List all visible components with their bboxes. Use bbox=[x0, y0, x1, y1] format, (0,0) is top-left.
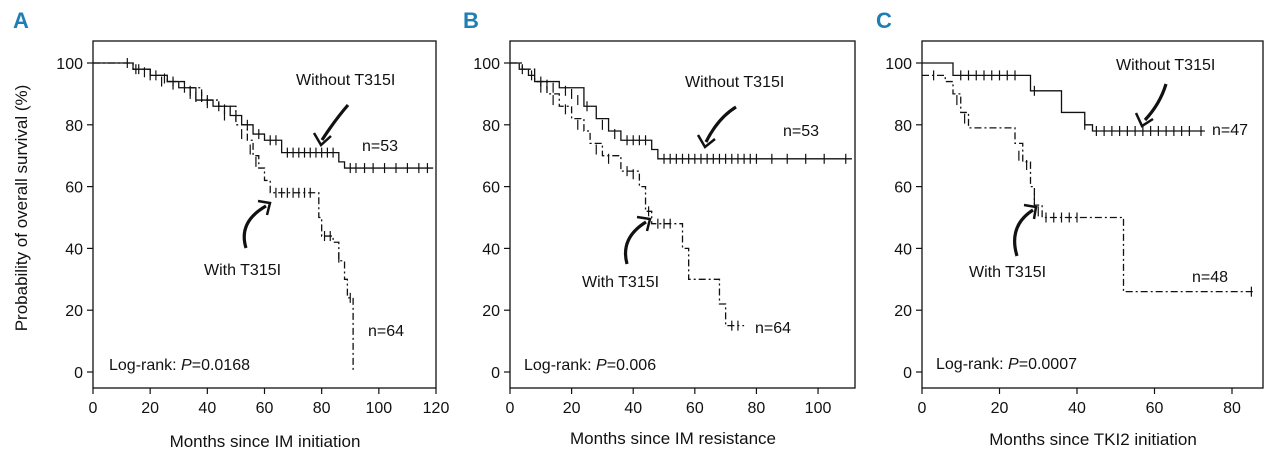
x-tick-label: 20 bbox=[141, 400, 159, 417]
curve-with-t315i bbox=[510, 62, 745, 327]
y-tick-label: 40 bbox=[65, 241, 83, 258]
y-tick-label: 100 bbox=[885, 56, 912, 73]
x-tick-label: 20 bbox=[991, 400, 1009, 417]
x-tick-label: 0 bbox=[89, 400, 98, 417]
label-with-t315i-b: With T315I bbox=[582, 274, 659, 291]
panel-a: A 0 20 40 60 80 100 0 20 40 60 80 100 120 Months si… bbox=[13, 8, 449, 451]
n-label-without-a: n=53 bbox=[362, 138, 398, 155]
arrow-with-b bbox=[623, 220, 647, 265]
y-tick-label: 60 bbox=[482, 180, 500, 197]
y-tick-label: 20 bbox=[894, 303, 912, 320]
y-tick-label: 40 bbox=[482, 241, 500, 258]
y-tick-label: 100 bbox=[56, 56, 83, 73]
n-label-with-b: n=64 bbox=[755, 320, 791, 337]
logrank-annotation-b: Log-rank: P=0.006 bbox=[524, 357, 656, 374]
y-tick-label: 40 bbox=[894, 241, 912, 258]
x-tick-label: 40 bbox=[198, 400, 216, 417]
x-tick-label: 80 bbox=[748, 400, 766, 417]
n-label-without-c: n=47 bbox=[1212, 122, 1248, 139]
panel-b: B 0 20 40 60 80 100 0 20 40 60 80 100 Months since… bbox=[463, 8, 856, 448]
y-tick-label: 80 bbox=[65, 118, 83, 135]
x-ticks-a: 0 20 40 60 80 100 120 bbox=[89, 388, 450, 417]
n-label-with-a: n=64 bbox=[368, 323, 404, 340]
y-tick-label: 20 bbox=[65, 303, 83, 320]
label-with-t315i-c: With T315I bbox=[969, 264, 1046, 281]
y-tick-label: 60 bbox=[894, 180, 912, 197]
arrow-without-a-head bbox=[312, 132, 332, 147]
panel-c: C 0 20 40 60 80 100 0 20 40 60 80 Months since TK… bbox=[876, 8, 1264, 449]
arrow-without-c-head bbox=[1134, 112, 1154, 128]
x-tick-label: 60 bbox=[1146, 400, 1164, 417]
arrow-with-c-head bbox=[1023, 203, 1038, 220]
arrow-without-a bbox=[320, 103, 350, 141]
curve-without-t315i bbox=[510, 62, 852, 160]
x-tick-label: 40 bbox=[624, 400, 642, 417]
x-axis-title-b: Months since IM resistance bbox=[570, 429, 776, 448]
curves-a bbox=[93, 58, 434, 372]
label-without-t315i-a: Without T315I bbox=[296, 72, 395, 89]
x-ticks-c: 0 20 40 60 80 bbox=[918, 388, 1241, 417]
y-ticks-c: 0 20 40 60 80 100 bbox=[885, 56, 922, 382]
arrow-with-a bbox=[242, 204, 267, 249]
x-tick-label: 60 bbox=[686, 400, 704, 417]
y-ticks-b: 0 20 40 60 80 100 bbox=[473, 56, 510, 382]
panel-letter-a: A bbox=[13, 8, 29, 33]
x-tick-label: 80 bbox=[1223, 400, 1241, 417]
y-ticks-a: 0 20 40 60 80 100 bbox=[56, 56, 93, 382]
y-tick-label: 60 bbox=[65, 180, 83, 197]
panel-letter-b: B bbox=[463, 8, 479, 33]
y-tick-label: 0 bbox=[491, 365, 500, 382]
curve-with-t315i bbox=[922, 74, 1256, 293]
arrow-with-c bbox=[1013, 208, 1034, 257]
label-with-t315i-a: With T315I bbox=[204, 262, 281, 279]
curve-with-t315i bbox=[93, 62, 354, 372]
curve-without-t315i bbox=[922, 62, 1205, 132]
y-tick-label: 0 bbox=[74, 365, 83, 382]
label-without-t315i-c: Without T315I bbox=[1116, 57, 1215, 74]
plot-frame-c bbox=[921, 40, 1264, 389]
y-axis-title: Probability of overall survival (%) bbox=[12, 85, 31, 332]
plot-frame-b bbox=[509, 40, 856, 389]
curves-c bbox=[922, 62, 1256, 297]
y-tick-label: 80 bbox=[894, 118, 912, 135]
y-tick-label: 0 bbox=[903, 365, 912, 382]
arrow-without-c bbox=[1143, 83, 1168, 122]
x-tick-label: 100 bbox=[365, 400, 392, 417]
x-tick-label: 60 bbox=[256, 400, 274, 417]
x-tick-label: 40 bbox=[1068, 400, 1086, 417]
x-tick-label: 0 bbox=[506, 400, 515, 417]
n-label-with-c: n=48 bbox=[1192, 269, 1228, 286]
label-without-t315i-b: Without T315I bbox=[685, 74, 784, 91]
panel-letter-c: C bbox=[876, 8, 892, 33]
curves-b bbox=[510, 62, 852, 331]
x-tick-label: 80 bbox=[313, 400, 331, 417]
x-tick-label: 100 bbox=[805, 400, 832, 417]
y-tick-label: 100 bbox=[473, 56, 500, 73]
x-tick-label: 20 bbox=[563, 400, 581, 417]
x-axis-title-a: Months since IM initiation bbox=[170, 432, 361, 451]
y-tick-label: 20 bbox=[482, 303, 500, 320]
logrank-annotation-a: Log-rank: P=0.0168 bbox=[109, 357, 250, 374]
x-tick-label: 120 bbox=[423, 400, 450, 417]
arrow-without-b-head bbox=[696, 134, 716, 149]
arrow-with-a-head bbox=[257, 199, 272, 216]
x-axis-title-c: Months since TKI2 initiation bbox=[989, 430, 1197, 449]
y-tick-label: 80 bbox=[482, 118, 500, 135]
logrank-annotation-c: Log-rank: P=0.0007 bbox=[936, 356, 1077, 373]
arrow-with-b-head bbox=[636, 215, 652, 232]
n-label-without-b: n=53 bbox=[783, 123, 819, 140]
x-tick-label: 0 bbox=[918, 400, 927, 417]
arrow-without-b bbox=[704, 105, 737, 143]
x-ticks-b: 0 20 40 60 80 100 bbox=[506, 388, 832, 417]
